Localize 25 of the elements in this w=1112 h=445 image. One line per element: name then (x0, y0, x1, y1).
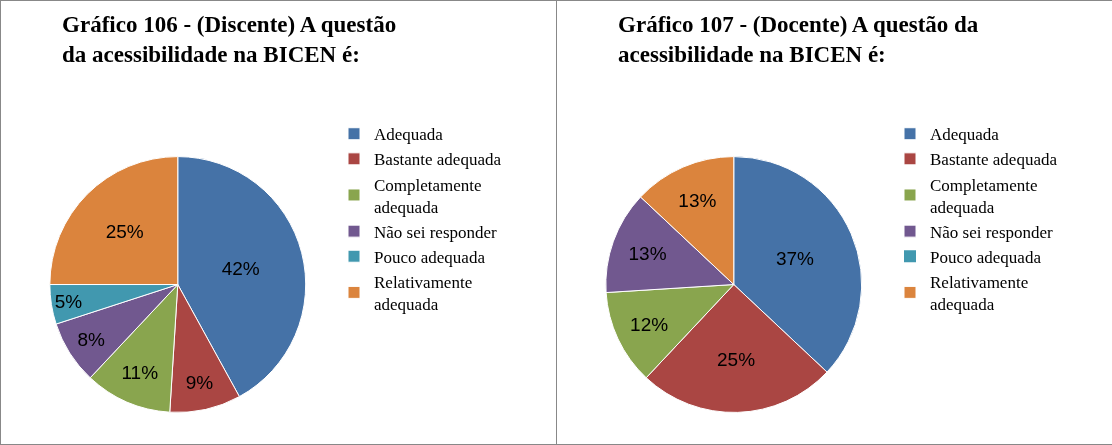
data-label: 8% (77, 328, 106, 350)
data-label: 37% (775, 247, 815, 269)
data-label: 12% (630, 313, 669, 335)
chart-title: Gráfico 107 - (Docente) A questão da acessibilidade na BICEN é: (618, 12, 979, 67)
data-label: 11% (121, 361, 159, 383)
legend-label: Adequada (374, 125, 444, 145)
legend-label: Pouco adequada (374, 247, 486, 267)
legend-label: Não sei responder (374, 222, 498, 242)
legend-label: Pouco adequada (930, 247, 1042, 267)
data-label: 5% (54, 291, 83, 313)
data-label: 42% (221, 257, 260, 279)
legend-label: Relativamente adequada (374, 272, 473, 315)
data-label: 9% (185, 371, 214, 393)
legend-label: Não sei responder (930, 222, 1054, 242)
legend-label: Bastante adequada (930, 150, 1058, 170)
chart-title: Gráfico 106 - (Discente) A questão da acessibilidade na BICEN é: (62, 12, 397, 67)
data-label: 25% (717, 348, 756, 370)
data-label: 25% (105, 221, 144, 243)
legend-label: Relativamente adequada (930, 272, 1029, 315)
legend-label: Bastante adequada (374, 150, 502, 170)
data-label: 13% (678, 189, 717, 211)
legend-label: Completamente adequada (374, 175, 482, 217)
data-label: 13% (628, 243, 667, 264)
legend-label: Adequada (930, 125, 1000, 145)
legend-label: Completamente adequada (930, 175, 1038, 217)
